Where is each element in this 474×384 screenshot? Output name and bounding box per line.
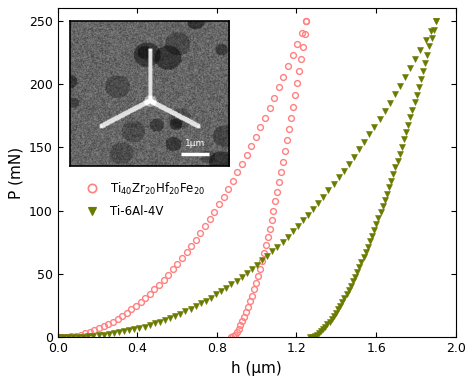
X-axis label: h (μm): h (μm) — [231, 361, 282, 376]
Legend: Ti$_{40}$Zr$_{20}$Hf$_{20}$Fe$_{20}$, Ti-6Al-4V: Ti$_{40}$Zr$_{20}$Hf$_{20}$Fe$_{20}$, Ti… — [75, 176, 210, 222]
Y-axis label: P (mN): P (mN) — [9, 147, 23, 199]
